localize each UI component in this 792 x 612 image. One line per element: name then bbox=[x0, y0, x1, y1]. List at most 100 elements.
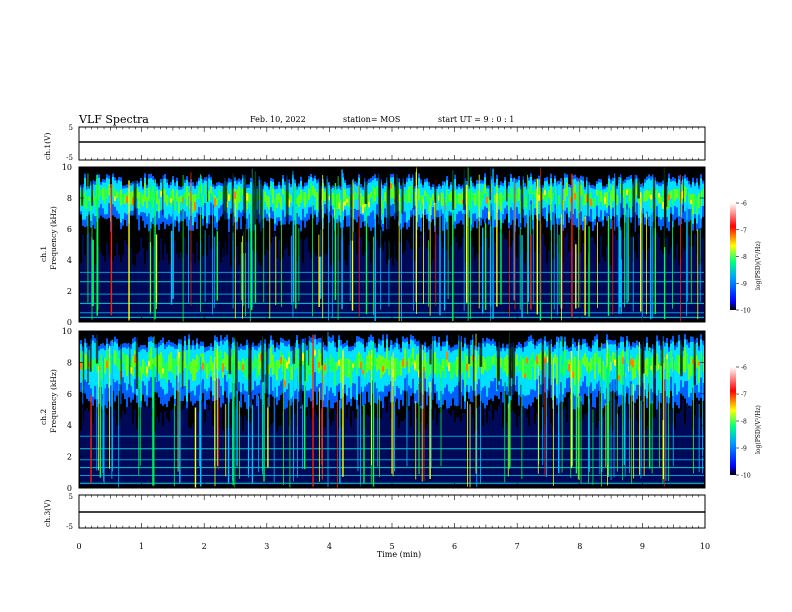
noise-band bbox=[148, 407, 150, 485]
emission-core bbox=[666, 353, 668, 380]
noise-band bbox=[132, 424, 134, 485]
noise-band bbox=[286, 400, 288, 485]
emission-core bbox=[604, 365, 606, 382]
gap bbox=[318, 167, 322, 230]
emission-core bbox=[636, 183, 638, 196]
noise-band bbox=[468, 263, 470, 319]
noise-band bbox=[186, 404, 188, 485]
noise-band bbox=[500, 397, 502, 485]
emission-core bbox=[154, 357, 156, 367]
noise-band bbox=[366, 414, 368, 485]
noise-band bbox=[464, 262, 466, 319]
noise-band bbox=[502, 232, 504, 319]
noise-band bbox=[476, 252, 478, 319]
gap bbox=[664, 167, 667, 239]
emission-core bbox=[94, 195, 96, 207]
gap bbox=[330, 167, 332, 260]
noise-band bbox=[350, 426, 352, 485]
emission-peak bbox=[178, 352, 180, 358]
emission-core bbox=[524, 196, 526, 208]
emission-core bbox=[698, 360, 700, 383]
noise-band bbox=[488, 410, 490, 485]
emission-core bbox=[648, 190, 650, 199]
emission-core bbox=[388, 360, 390, 376]
noise-band bbox=[254, 398, 256, 485]
noise-band bbox=[444, 409, 446, 485]
noise-band bbox=[368, 241, 370, 319]
noise-band bbox=[614, 234, 616, 319]
emission-core bbox=[358, 351, 360, 368]
emission-core bbox=[416, 196, 418, 209]
emission-core bbox=[504, 357, 506, 372]
emission-core bbox=[404, 193, 406, 202]
emission-core bbox=[470, 189, 472, 208]
noise-band bbox=[390, 418, 392, 485]
emission-core bbox=[440, 192, 442, 206]
noise-band bbox=[302, 410, 304, 485]
ch2-spectrogram-panel: 0 2 4 6 8 10 ch.2 Frequency (kHz) -6 -7 -8 -9 -10… bbox=[39, 327, 762, 493]
emission-core bbox=[118, 358, 120, 371]
emission-core bbox=[178, 197, 180, 214]
emission-core bbox=[322, 360, 324, 384]
noise-band bbox=[668, 423, 670, 485]
emission-core bbox=[202, 353, 204, 370]
emission-core bbox=[278, 192, 280, 203]
noise-band bbox=[226, 254, 228, 319]
emission-core bbox=[270, 185, 272, 195]
gap bbox=[299, 331, 302, 407]
emission-core bbox=[264, 351, 266, 361]
noise-band bbox=[410, 248, 412, 319]
noise-band bbox=[84, 254, 86, 319]
emission-core bbox=[394, 358, 396, 382]
emission-core bbox=[688, 192, 690, 203]
noise-band bbox=[208, 410, 210, 485]
emission-core bbox=[296, 349, 298, 369]
emission-core bbox=[346, 357, 348, 378]
noise-band bbox=[174, 240, 176, 319]
noise-band bbox=[90, 242, 92, 319]
emission-core bbox=[204, 360, 206, 374]
noise-band bbox=[484, 401, 486, 485]
noise-band bbox=[124, 239, 126, 319]
emission-core bbox=[186, 364, 188, 390]
noise-band bbox=[432, 259, 434, 319]
gap bbox=[261, 331, 265, 383]
emission-core bbox=[636, 354, 638, 370]
noise-band bbox=[148, 242, 150, 319]
emission-peak bbox=[80, 361, 82, 370]
frequency-tick-label: 6 bbox=[67, 225, 72, 234]
emission-core bbox=[262, 199, 264, 206]
noise-band bbox=[100, 252, 102, 319]
noise-band bbox=[548, 397, 550, 485]
emission-core bbox=[188, 192, 190, 210]
noise-band bbox=[594, 400, 596, 485]
noise-band bbox=[664, 402, 666, 485]
noise-band bbox=[498, 232, 500, 319]
emission-core bbox=[216, 198, 218, 206]
emission-core bbox=[404, 348, 406, 369]
emission-core bbox=[620, 352, 622, 385]
emission-core bbox=[702, 356, 704, 372]
noise-band bbox=[700, 417, 702, 485]
gap bbox=[87, 331, 89, 383]
emission-core bbox=[106, 188, 108, 199]
gap bbox=[458, 331, 462, 418]
noise-band bbox=[392, 266, 394, 319]
emission-core bbox=[240, 362, 242, 371]
emission-core bbox=[240, 188, 242, 202]
noise-band bbox=[158, 422, 160, 485]
emission-peak bbox=[546, 356, 548, 363]
noise-band bbox=[260, 398, 262, 485]
gap bbox=[120, 331, 122, 415]
emission-core bbox=[104, 187, 106, 204]
noise-band bbox=[388, 399, 390, 485]
noise-band bbox=[238, 264, 240, 319]
emission-peak bbox=[526, 357, 528, 364]
emission-core bbox=[488, 197, 490, 214]
emission-core bbox=[362, 358, 364, 371]
emission-core bbox=[580, 359, 582, 378]
emission-peak bbox=[568, 364, 570, 372]
noise-band bbox=[672, 237, 674, 319]
emission-core bbox=[484, 359, 486, 370]
noise-band bbox=[306, 236, 308, 319]
